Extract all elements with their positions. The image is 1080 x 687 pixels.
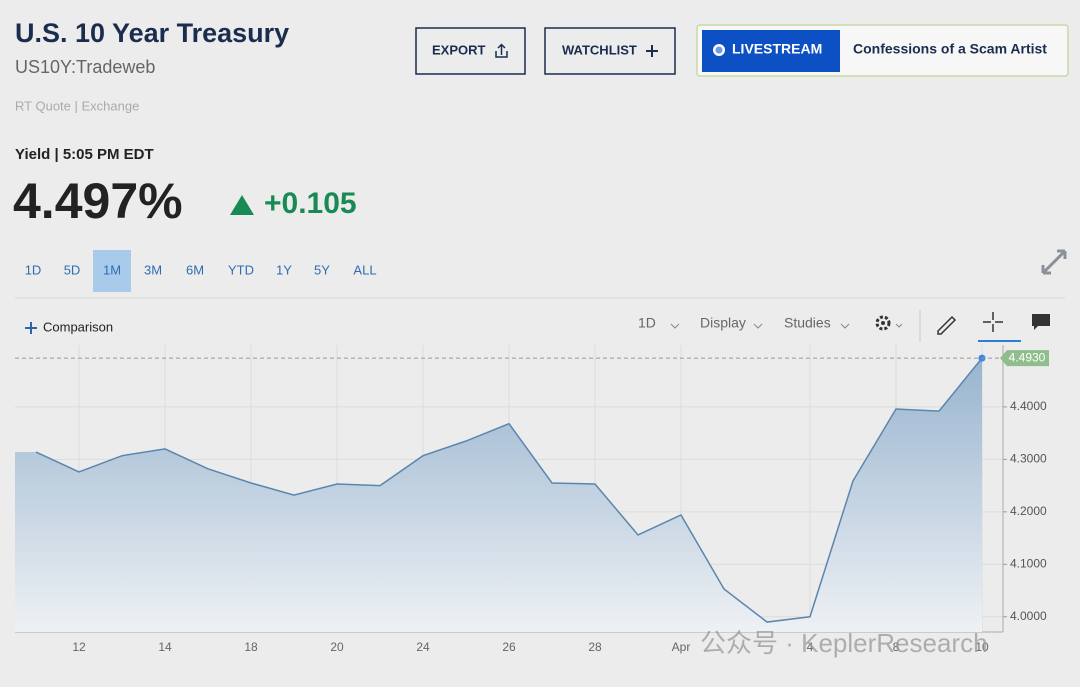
line: [35, 357, 983, 623]
range-button[interactable]: 6M: [186, 262, 204, 277]
area: [15, 358, 982, 632]
expand-icon[interactable]: [1041, 249, 1067, 275]
watchlist-button[interactable]: WATCHLIST: [544, 27, 676, 75]
range-button[interactable]: ALL: [353, 262, 376, 277]
display-label: Display: [700, 315, 746, 331]
export-label: EXPORT: [432, 42, 486, 57]
interval-menu[interactable]: 1D: [638, 315, 680, 331]
y-tick-label: 4.2000: [1010, 504, 1047, 518]
yield-label: Yield | 5:05 PM EDT: [15, 146, 154, 163]
range-button[interactable]: 1D: [25, 262, 42, 277]
x-tick-label: 14: [158, 640, 172, 654]
y-tick-label: 4.3000: [1010, 452, 1047, 466]
y-tick-label: 4.0000: [1010, 609, 1047, 623]
current-tag: [1000, 350, 1049, 367]
comparison-button[interactable]: Comparison: [25, 319, 113, 334]
y-tick-label: 4.4000: [1010, 399, 1047, 413]
x-tick-label: 12: [72, 640, 86, 654]
x-tick-label: 18: [244, 640, 258, 654]
x-tick-label: 10: [975, 640, 989, 654]
show-title: Confessions of a Scam Artist: [853, 41, 1047, 57]
price: 4.497%: [13, 173, 183, 229]
y-tick-label: 4.1000: [1010, 556, 1047, 570]
x-tick-label: 4: [807, 640, 814, 654]
symbol: US10Y:Tradeweb: [15, 57, 155, 77]
export-button[interactable]: EXPORT: [415, 27, 526, 75]
settings-icon[interactable]: [875, 315, 903, 331]
studies-label: Studies: [784, 315, 831, 331]
x-tick-label: 28: [588, 640, 602, 654]
livestream-label: LIVESTREAM: [732, 41, 822, 57]
interval-label: 1D: [638, 315, 656, 331]
change: +0.105: [264, 187, 357, 220]
range-button[interactable]: 3M: [144, 262, 162, 277]
chart: 12 14 18 20 24 26 28 Apr 4 8 10 4.0000 4.1000 4.2000 4…: [15, 345, 1049, 654]
range-button[interactable]: 5D: [64, 262, 81, 277]
watchlist-label: WATCHLIST: [562, 42, 637, 57]
x-tick-label: 26: [502, 640, 516, 654]
x-tick-label: 8: [893, 640, 900, 654]
range-button[interactable]: 5Y: [314, 262, 330, 277]
range-selector: 1D 5D 1M 3M 6M YTD 1Y 5Y ALL: [25, 250, 377, 292]
draw-icon[interactable]: [937, 315, 957, 335]
comment-icon[interactable]: [1032, 314, 1050, 330]
watermark: 公众号 · KeplerResearch: [700, 628, 988, 658]
current-label: 4.4930: [1009, 350, 1046, 364]
studies-menu[interactable]: Studies: [784, 315, 850, 331]
up-arrow: [230, 195, 254, 215]
title: U.S. 10 Year Treasury: [15, 18, 289, 48]
range-button[interactable]: 1Y: [276, 262, 292, 277]
quote-source: RT Quote | Exchange: [15, 98, 139, 113]
comparison-label: Comparison: [43, 319, 113, 334]
x-tick-label: Apr: [672, 640, 691, 654]
range-selected: [93, 250, 131, 292]
range-button[interactable]: YTD: [228, 262, 254, 277]
display-menu[interactable]: Display: [700, 315, 763, 331]
x-tick-label: 24: [416, 640, 430, 654]
range-button[interactable]: 1M: [103, 262, 121, 277]
crosshair-icon[interactable]: [983, 312, 1003, 332]
livestream-banner[interactable]: LIVESTREAM Confessions of a Scam Artist: [696, 24, 1069, 77]
x-tick-label: 20: [330, 640, 344, 654]
